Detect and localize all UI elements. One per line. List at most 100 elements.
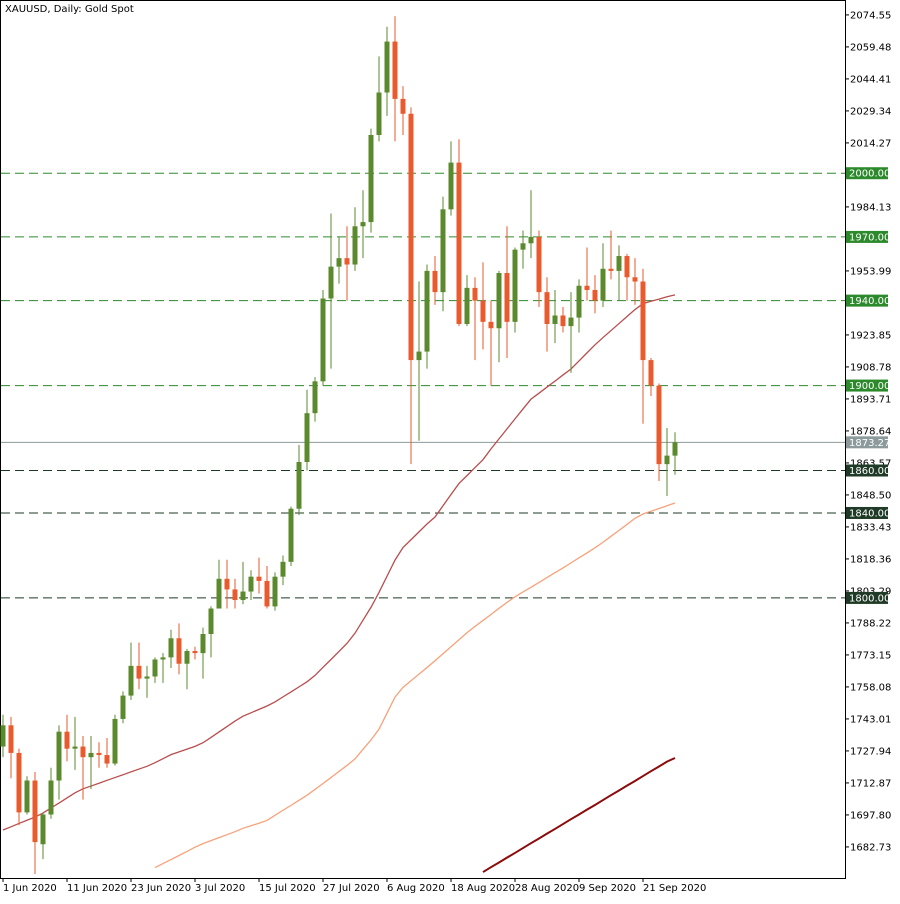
candle-body: [432, 270, 438, 293]
candle-body: [304, 413, 310, 463]
candle-body: [104, 755, 110, 764]
plot-frame: [0, 0, 846, 879]
level-label-box: [846, 506, 888, 519]
level-label-box: [846, 591, 888, 604]
candle-body: [384, 41, 390, 93]
candle-body: [232, 589, 238, 601]
candle-body: [512, 249, 518, 322]
y-tick-label: 1953.99: [850, 266, 891, 277]
candle-body: [536, 236, 542, 293]
candle-body: [568, 317, 574, 327]
y-tick-label: 1697.80: [850, 810, 891, 821]
candle-body: [296, 462, 302, 509]
candle-body: [80, 746, 86, 758]
x-tick-label: 28 Aug 2020: [515, 883, 579, 894]
level-label: 1800.00: [849, 593, 890, 604]
candle-body: [424, 270, 430, 352]
candle-body: [472, 287, 478, 301]
chart-title: XAUUSD, Daily: Gold Spot: [5, 4, 134, 15]
candle-body: [672, 442, 678, 456]
y-tick-label: 1788.22: [850, 618, 891, 629]
candle-body: [200, 634, 206, 654]
candle-body: [648, 360, 654, 386]
candle-body: [248, 576, 254, 592]
y-tick-label: 1923.85: [850, 330, 891, 341]
candle-body: [416, 351, 422, 361]
level-label: 1900.00: [849, 381, 890, 392]
moving-average-line: [154, 502, 676, 869]
x-tick-label: 6 Aug 2020: [387, 883, 445, 894]
candle-body: [360, 222, 366, 227]
y-tick-label: 1727.94: [850, 746, 891, 757]
candle-body: [408, 113, 414, 361]
moving-average-line: [2, 294, 676, 831]
candle-body: [560, 315, 566, 327]
level-label-box: [846, 464, 888, 477]
level-label-box: [846, 379, 888, 392]
candle-body: [184, 650, 190, 664]
x-tick-label: 11 Jun 2020: [67, 883, 127, 894]
candle-body: [24, 780, 30, 813]
y-tick-label: 2014.27: [850, 138, 891, 149]
y-tick-label: 1743.01: [850, 714, 891, 725]
level-label: 2000.00: [849, 169, 890, 180]
candle-body: [552, 315, 558, 324]
y-tick-label: 1712.87: [850, 778, 891, 789]
candle-body: [376, 92, 382, 135]
level-label: 1940.00: [849, 296, 890, 307]
y-tick-label: 1818.36: [850, 554, 891, 565]
candle-body: [88, 752, 94, 758]
candle-body: [624, 256, 630, 278]
x-tick-label: 23 Jun 2020: [131, 883, 191, 894]
y-tick-label: 1848.50: [850, 490, 891, 501]
candle-body: [504, 273, 510, 322]
candle-body: [520, 243, 526, 250]
candle-body: [456, 162, 462, 324]
x-tick-label: 1 Jun 2020: [3, 883, 57, 894]
y-tick-label: 2074.55: [850, 10, 891, 21]
candle-body: [120, 695, 126, 719]
candle-body: [264, 580, 270, 607]
candle-body: [240, 591, 246, 601]
candle-body: [392, 41, 398, 99]
candle-body: [584, 285, 590, 291]
candle-body: [256, 576, 262, 581]
candle-body: [320, 298, 326, 382]
candle-body: [208, 608, 214, 635]
candle-body: [488, 321, 494, 329]
candle-body: [224, 578, 230, 590]
candle-body: [632, 277, 638, 282]
y-tick-label: 2059.48: [850, 42, 891, 53]
candle-body: [136, 665, 142, 679]
y-tick-label: 1682.73: [850, 842, 891, 853]
y-tick-label: 1893.71: [850, 394, 891, 405]
candle-body: [480, 300, 486, 322]
y-tick-label: 1863.57: [850, 458, 891, 469]
y-tick-label: 2044.41: [850, 74, 891, 85]
candle-body: [64, 731, 70, 749]
candle-body: [176, 638, 182, 664]
candle-body: [40, 814, 46, 845]
candle-body: [576, 285, 582, 318]
candle-body: [152, 659, 158, 677]
candle-body: [656, 385, 662, 465]
candle-body: [544, 292, 550, 324]
candle-body: [32, 780, 38, 843]
level-label-box: [846, 294, 888, 307]
y-tick-label: 1773.15: [850, 650, 891, 661]
y-tick-label: 1984.13: [850, 202, 891, 213]
candle-body: [280, 561, 286, 577]
candle-body: [464, 287, 470, 324]
candle-body: [640, 281, 646, 361]
candle-body: [328, 266, 334, 299]
candle-body: [616, 256, 622, 271]
candle-body: [0, 725, 6, 747]
level-label: 1840.00: [849, 508, 890, 519]
level-label-box: [846, 230, 888, 243]
y-tick-label: 1908.78: [850, 362, 891, 373]
candle-body: [72, 746, 78, 749]
candle-body: [160, 657, 166, 660]
level-label: 1860.00: [849, 466, 890, 477]
candle-body: [528, 236, 534, 244]
